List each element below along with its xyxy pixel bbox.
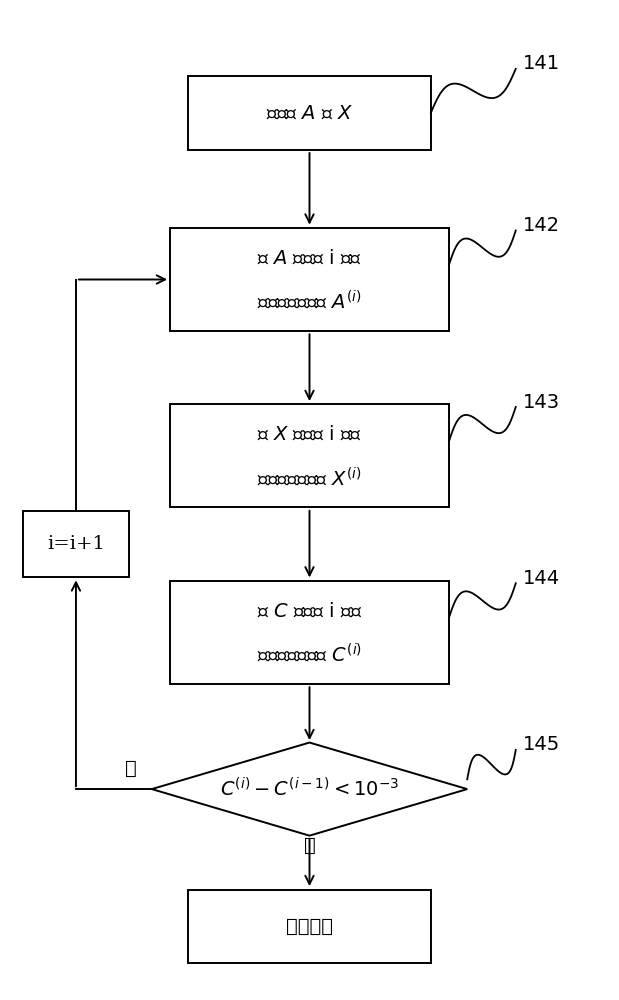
Bar bbox=[170, 581, 449, 684]
Bar bbox=[23, 511, 129, 577]
Bar bbox=[170, 228, 449, 331]
Text: 对 $X$ 进行第 i 次更: 对 $X$ 进行第 i 次更 bbox=[257, 425, 362, 444]
Bar bbox=[170, 404, 449, 507]
Bar bbox=[188, 890, 431, 963]
Text: 初始化 $A$ 与 $X$: 初始化 $A$ 与 $X$ bbox=[266, 103, 353, 122]
Text: 迭代结束: 迭代结束 bbox=[286, 917, 333, 936]
Text: 145: 145 bbox=[523, 736, 560, 754]
Text: 是: 是 bbox=[304, 835, 315, 854]
Text: i=i+1: i=i+1 bbox=[47, 535, 105, 553]
Text: 新，更新值记为 $A^{(i)}$: 新，更新值记为 $A^{(i)}$ bbox=[257, 290, 362, 313]
Text: 对 $A$ 进行第 i 次更: 对 $A$ 进行第 i 次更 bbox=[257, 248, 362, 267]
Polygon shape bbox=[152, 743, 467, 836]
Bar bbox=[188, 76, 431, 150]
Text: 144: 144 bbox=[523, 569, 560, 588]
Text: 否: 否 bbox=[124, 759, 136, 778]
Text: 142: 142 bbox=[523, 216, 560, 235]
Text: $C^{(i)}-C^{(i-1)}<10^{-3}$: $C^{(i)}-C^{(i-1)}<10^{-3}$ bbox=[220, 778, 399, 801]
Text: 141: 141 bbox=[523, 54, 560, 73]
Text: 新，更新值记为 $C^{(i)}$: 新，更新值记为 $C^{(i)}$ bbox=[257, 642, 362, 665]
Text: 143: 143 bbox=[523, 392, 560, 412]
Text: 对 $C$ 进行第 i 次更: 对 $C$ 进行第 i 次更 bbox=[257, 601, 362, 620]
Text: 新，更新值记为 $X^{(i)}$: 新，更新值记为 $X^{(i)}$ bbox=[257, 466, 362, 489]
